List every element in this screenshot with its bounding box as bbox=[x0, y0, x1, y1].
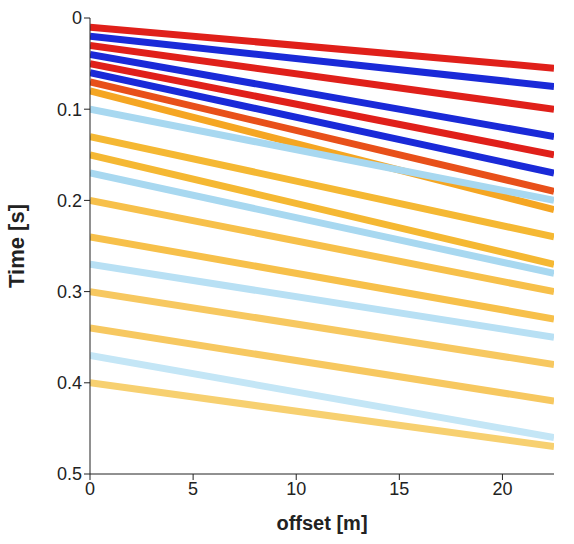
svg-text:0: 0 bbox=[72, 8, 82, 28]
svg-text:0.2: 0.2 bbox=[57, 191, 82, 211]
svg-text:20: 20 bbox=[492, 479, 512, 499]
svg-text:offset [m]: offset [m] bbox=[276, 512, 367, 534]
svg-text:Time [s]: Time [s] bbox=[4, 204, 29, 288]
svg-text:0.3: 0.3 bbox=[57, 282, 82, 302]
svg-text:0.5: 0.5 bbox=[57, 464, 82, 484]
svg-text:10: 10 bbox=[286, 479, 306, 499]
svg-text:0.1: 0.1 bbox=[57, 100, 82, 120]
svg-text:15: 15 bbox=[389, 479, 409, 499]
svg-text:0.4: 0.4 bbox=[57, 373, 82, 393]
svg-text:0: 0 bbox=[85, 479, 95, 499]
svg-text:5: 5 bbox=[188, 479, 198, 499]
